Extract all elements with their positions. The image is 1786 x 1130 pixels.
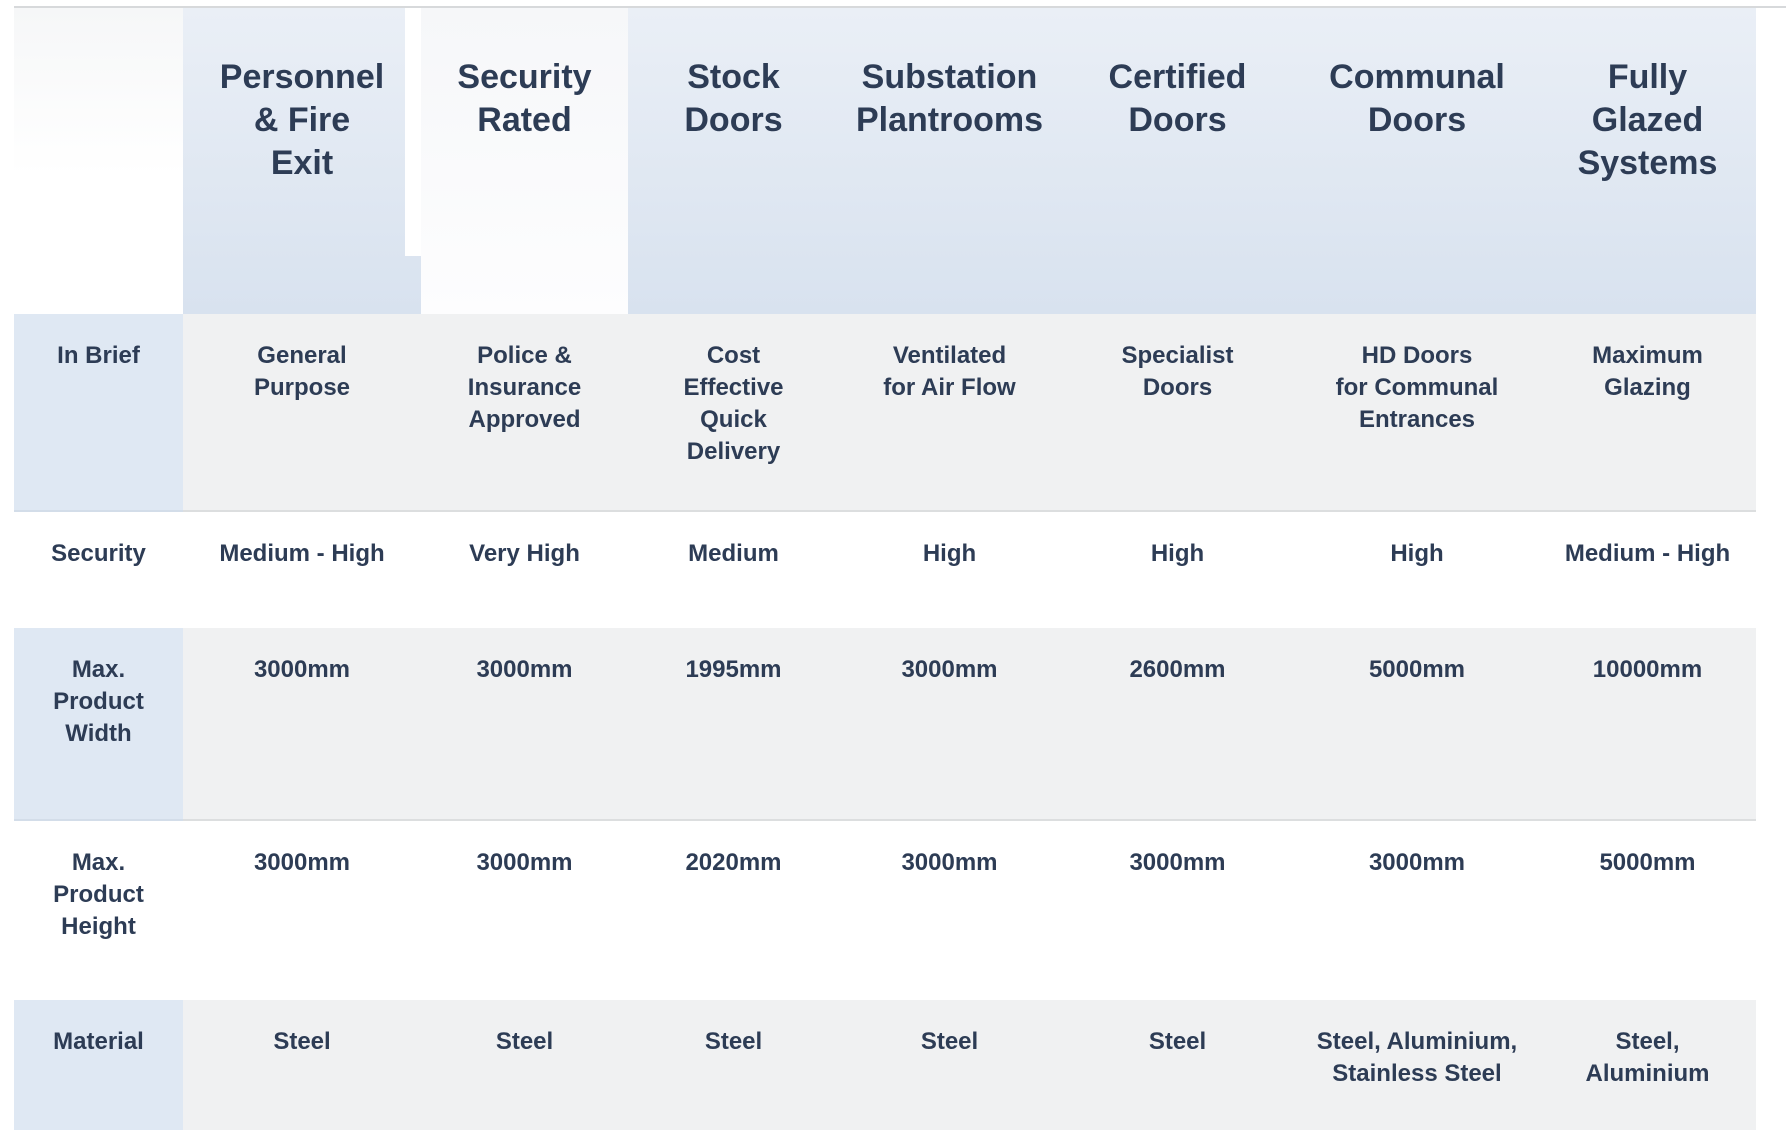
cell-security-personnel: Medium - High bbox=[183, 512, 421, 628]
cell-in-brief-fully-glazed: Maximum Glazing bbox=[1539, 314, 1756, 512]
door-comparison-table: Personnel & Fire Exit Security Rated Sto… bbox=[14, 8, 1756, 1130]
cell-material-substation: Steel bbox=[839, 1000, 1060, 1130]
cell-height-certified: 3000mm bbox=[1060, 821, 1295, 1000]
cell-width-substation: 3000mm bbox=[839, 628, 1060, 821]
empty-header-cell bbox=[14, 8, 183, 314]
column-header-substation-plantrooms: Substation Plantrooms bbox=[839, 8, 1060, 314]
row-label-in-brief: In Brief bbox=[14, 314, 183, 512]
column-header-certified-doors: Certified Doors bbox=[1060, 8, 1295, 314]
cell-height-security-rated: 3000mm bbox=[421, 821, 628, 1000]
cell-height-substation: 3000mm bbox=[839, 821, 1060, 1000]
cell-width-communal: 5000mm bbox=[1295, 628, 1539, 821]
row-label-max-product-width: Max. Product Width bbox=[14, 628, 183, 821]
cell-security-certified: High bbox=[1060, 512, 1295, 628]
row-in-brief: In Brief General Purpose Police & Insura… bbox=[14, 314, 1756, 512]
column-header-security-rated: Security Rated bbox=[421, 8, 628, 314]
cell-height-fully-glazed: 5000mm bbox=[1539, 821, 1756, 1000]
cell-security-substation: High bbox=[839, 512, 1060, 628]
cell-material-fully-glazed: Steel, Aluminium bbox=[1539, 1000, 1756, 1130]
cell-in-brief-stock-doors: Cost Effective Quick Delivery bbox=[628, 314, 839, 512]
cell-material-security-rated: Steel bbox=[421, 1000, 628, 1130]
row-max-product-height: Max. Product Height 3000mm 3000mm 2020mm… bbox=[14, 821, 1756, 1000]
column-header-personnel-fire-exit: Personnel & Fire Exit bbox=[183, 8, 421, 314]
row-security: Security Medium - High Very High Medium … bbox=[14, 512, 1756, 628]
cell-in-brief-communal: HD Doors for Communal Entrances bbox=[1295, 314, 1539, 512]
header-row: Personnel & Fire Exit Security Rated Sto… bbox=[14, 8, 1756, 314]
column-header-fully-glazed-systems: Fully Glazed Systems bbox=[1539, 8, 1756, 314]
cell-in-brief-personnel: General Purpose bbox=[183, 314, 421, 512]
column-header-stock-doors: Stock Doors bbox=[628, 8, 839, 314]
column-header-communal-doors: Communal Doors bbox=[1295, 8, 1539, 314]
row-material: Material Steel Steel Steel Steel Steel S… bbox=[14, 1000, 1756, 1130]
cell-width-security-rated: 3000mm bbox=[421, 628, 628, 821]
cell-height-communal: 3000mm bbox=[1295, 821, 1539, 1000]
cell-material-certified: Steel bbox=[1060, 1000, 1295, 1130]
cell-height-stock-doors: 2020mm bbox=[628, 821, 839, 1000]
cell-width-personnel: 3000mm bbox=[183, 628, 421, 821]
row-max-product-width: Max. Product Width 3000mm 3000mm 1995mm … bbox=[14, 628, 1756, 821]
cell-material-communal: Steel, Aluminium, Stainless Steel bbox=[1295, 1000, 1539, 1130]
header-column-gap bbox=[405, 8, 421, 256]
row-label-material: Material bbox=[14, 1000, 183, 1130]
cell-in-brief-substation: Ventilated for Air Flow bbox=[839, 314, 1060, 512]
cell-security-communal: High bbox=[1295, 512, 1539, 628]
cell-material-personnel: Steel bbox=[183, 1000, 421, 1130]
cell-width-fully-glazed: 10000mm bbox=[1539, 628, 1756, 821]
cell-width-certified: 2600mm bbox=[1060, 628, 1295, 821]
row-label-max-product-height: Max. Product Height bbox=[14, 821, 183, 1000]
cell-in-brief-security-rated: Police & Insurance Approved bbox=[421, 314, 628, 512]
cell-width-stock-doors: 1995mm bbox=[628, 628, 839, 821]
cell-height-personnel: 3000mm bbox=[183, 821, 421, 1000]
cell-material-stock-doors: Steel bbox=[628, 1000, 839, 1130]
cell-in-brief-certified: Specialist Doors bbox=[1060, 314, 1295, 512]
cell-security-stock-doors: Medium bbox=[628, 512, 839, 628]
cell-security-fully-glazed: Medium - High bbox=[1539, 512, 1756, 628]
row-label-security: Security bbox=[14, 512, 183, 628]
top-divider bbox=[14, 6, 1786, 8]
cell-security-security-rated: Very High bbox=[421, 512, 628, 628]
